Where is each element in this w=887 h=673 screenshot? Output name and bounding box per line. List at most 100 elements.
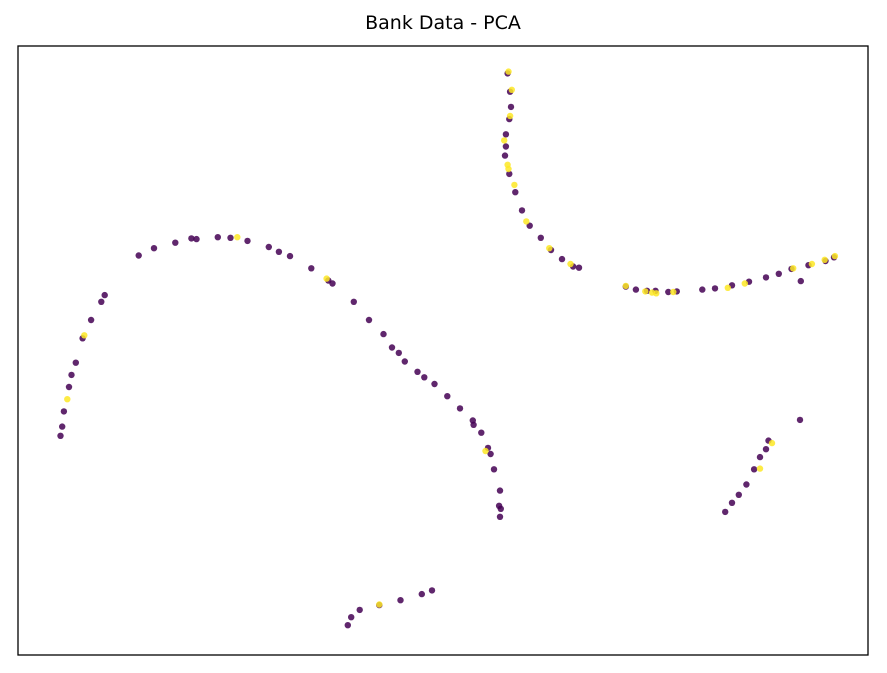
scatter-point-class-0-0 [57, 432, 64, 439]
scatter-point-class-1-4 [482, 447, 489, 455]
scatter-point-class-0-17 [265, 243, 272, 251]
scatter-point-class-0-65 [575, 264, 583, 271]
scatter-point-class-1-26 [831, 252, 839, 260]
scatter-point-class-0-43 [487, 450, 494, 458]
scatter-point-class-0-92 [762, 446, 770, 453]
scatter-point-class-0-27 [431, 380, 438, 388]
scatter-point-class-0-8 [59, 423, 66, 430]
scatter-point-class-1-22 [741, 280, 748, 287]
scatter-point-class-1-24 [808, 260, 816, 268]
scatter-point-class-1-7 [508, 86, 515, 94]
scatter-point-class-0-46 [348, 614, 355, 621]
scatter-point-class-0-14 [214, 234, 221, 241]
scatter-point-class-1-6 [505, 68, 512, 75]
scatter-point-class-1-11 [505, 165, 512, 173]
scatter-point-class-0-86 [722, 508, 729, 516]
scatter-point-class-0-26 [414, 368, 421, 375]
scatter-point-class-0-69 [632, 286, 640, 293]
scatter-point-class-0-16 [244, 237, 251, 245]
scatter-point-class-0-88 [735, 491, 742, 498]
scatter-point-class-0-13 [193, 235, 200, 243]
chart-title: Bank Data - PCA [365, 12, 521, 34]
scatter-point-class-0-23 [380, 330, 387, 338]
scatter-point-class-1-9 [501, 137, 508, 144]
scatter-point-class-1-2 [234, 234, 241, 241]
scatter-point-class-0-40 [395, 349, 402, 357]
scatter-point-class-0-42 [470, 421, 477, 428]
scatter-point-class-0-49 [397, 597, 404, 604]
scatter-point-class-0-91 [756, 453, 764, 461]
scatter-point-class-0-10 [135, 252, 142, 259]
plot-frame [17, 45, 869, 656]
scatter-point-class-1-16 [622, 282, 629, 290]
scatter-point-class-0-24 [388, 344, 396, 351]
scatter-point-class-0-75 [711, 285, 719, 292]
scatter-point-class-0-33 [490, 466, 498, 473]
scatter-point-class-0-56 [501, 152, 509, 159]
scatter-point-class-0-41 [421, 374, 428, 381]
scatter-point-class-0-7 [101, 291, 108, 299]
scatter-point-class-0-2 [65, 383, 73, 391]
scatter-point-class-0-51 [428, 587, 436, 594]
scatter-point-class-0-66 [507, 103, 515, 111]
scatter-point-class-1-28 [768, 439, 776, 447]
scatter-point-class-0-11 [150, 245, 158, 252]
scatter-point-class-1-23 [790, 265, 797, 272]
scatter-point-class-0-9 [68, 371, 75, 379]
scatter-point-class-0-58 [512, 189, 519, 196]
scatter-point-class-0-61 [537, 234, 544, 241]
scatter-point-class-0-22 [365, 316, 373, 324]
scatter-point-class-0-3 [72, 359, 80, 366]
scatter-point-class-0-19 [308, 265, 315, 272]
scatter-point-class-1-8 [506, 112, 514, 120]
scatter-point-class-1-14 [546, 245, 553, 252]
points-layer [57, 68, 839, 629]
scatter-point-class-0-72 [665, 288, 672, 296]
scatter-point-class-0-90 [750, 466, 758, 473]
scatter-point-class-0-1 [60, 408, 68, 415]
scatter-point-class-0-63 [558, 255, 566, 263]
scatter-point-class-1-13 [523, 218, 530, 225]
scatter-point-class-1-15 [567, 260, 574, 268]
scatter-point-class-0-31 [478, 429, 485, 436]
scatter-point-class-0-25 [401, 358, 408, 365]
scatter-point-class-0-45 [344, 622, 351, 629]
scatter-point-class-0-37 [188, 235, 195, 242]
scatter-point-class-1-5 [376, 601, 383, 608]
scatter-point-class-0-50 [418, 590, 425, 598]
scatter-point-class-0-55 [502, 131, 510, 138]
scatter-point-class-0-6 [98, 298, 105, 305]
scatter-point-class-0-57 [506, 170, 513, 178]
scatter-point-class-0-38 [275, 248, 283, 255]
scatter-point-class-0-36 [496, 513, 504, 520]
scatter-point-class-1-25 [821, 256, 828, 263]
scatter-point-class-1-27 [756, 465, 764, 472]
scatter-point-class-0-34 [496, 487, 504, 494]
scatter-point-class-0-44 [495, 502, 503, 509]
scatter-point-class-1-20 [670, 288, 677, 296]
scatter-point-class-0-78 [762, 274, 770, 281]
scatter-point-class-1-17 [642, 288, 649, 295]
scatter-point-class-0-89 [743, 481, 750, 488]
scatter-point-class-0-85 [796, 416, 804, 424]
scatter-point-class-0-47 [356, 606, 363, 614]
scatter-point-class-0-15 [227, 234, 234, 241]
scatter-point-class-1-21 [724, 284, 731, 291]
scatter-point-class-0-5 [87, 316, 95, 324]
scatter-point-class-0-12 [172, 239, 179, 246]
scatter-point-class-0-28 [444, 393, 451, 400]
scatter-point-class-0-29 [456, 405, 464, 412]
scatter-point-class-1-0 [64, 396, 71, 403]
scatter-point-class-1-1 [81, 332, 88, 339]
scatter-point-class-0-18 [286, 252, 294, 260]
scatter-point-class-0-74 [699, 286, 706, 293]
scatter-point-class-0-87 [728, 499, 736, 506]
scatter-point-class-1-12 [511, 181, 518, 189]
scatter-point-class-0-60 [526, 222, 533, 229]
scatter-point-class-0-67 [502, 143, 510, 150]
scatter-point-class-0-79 [775, 270, 782, 277]
scatter-point-class-1-19 [653, 290, 660, 297]
scatter-point-class-0-84 [797, 277, 804, 285]
scatter-point-class-1-3 [323, 275, 330, 282]
